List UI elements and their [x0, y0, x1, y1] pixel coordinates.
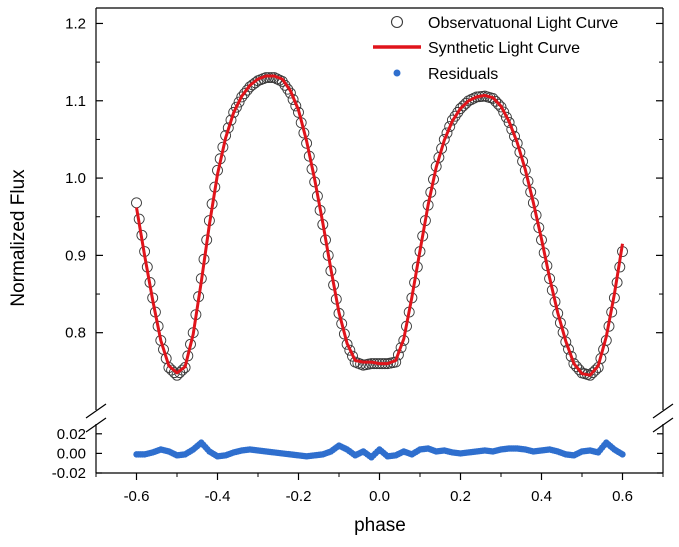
legend-synthetic-label: Synthetic Light Curve [428, 40, 580, 57]
main-y-tick-label: 0.9 [65, 247, 86, 264]
observational-point [344, 344, 356, 356]
observational-point [284, 87, 296, 99]
observational-point [492, 98, 504, 110]
residual-series [133, 439, 626, 461]
residual-point [619, 451, 626, 458]
observational-point [444, 121, 456, 132]
legend-observational-marker [390, 15, 404, 29]
observational-point [176, 364, 188, 376]
observational-point [446, 114, 458, 126]
x-ticks: -0.6 -0.4 -0.2 0.0 0.2 0.4 0.6 [95, 473, 664, 505]
observational-point [571, 361, 583, 373]
observational-point [239, 88, 250, 100]
observational-point [282, 83, 294, 95]
observational-point [495, 101, 507, 113]
observational-point [500, 111, 512, 123]
observational-point [565, 350, 577, 362]
observational-point [441, 127, 453, 139]
legend-observational-label: Observatuonal Light Curve [428, 15, 618, 32]
observational-point [228, 106, 240, 118]
axis-break-gap [86, 411, 106, 424]
main-y-tick-label: 1.2 [65, 15, 86, 32]
observational-point [236, 91, 248, 103]
observational-point [590, 364, 601, 376]
observational-point [573, 364, 585, 376]
observational-point [279, 79, 291, 91]
main-plot-area: 0.8 0.9 1.0 1.1 1.2 [65, 7, 664, 410]
observational-point [503, 116, 515, 128]
main-y-tick-label: 1.0 [65, 170, 86, 187]
residual-y-tick-label: 0.02 [57, 426, 86, 443]
x-tick-label: -0.4 [205, 488, 231, 505]
main-y-ticks: 0.8 0.9 1.0 1.1 1.2 [65, 15, 663, 342]
y-axis-title: Normalized Flux [8, 169, 29, 307]
x-tick-label: 0.0 [369, 488, 390, 505]
x-tick-label: 0.4 [531, 488, 552, 505]
x-tick-label: 0.2 [450, 488, 471, 505]
residual-y-ticks: 0.02 0.00 -0.02 [52, 426, 663, 482]
legend: Observatuonal Light Curve Synthetic Ligh… [373, 15, 618, 83]
x-axis-title: phase [354, 515, 406, 536]
axis-break-mark-left-top [85, 403, 107, 419]
x-tick-label: -0.2 [286, 488, 312, 505]
observational-point [563, 343, 574, 355]
observational-point [230, 101, 242, 113]
legend-residuals-marker [393, 69, 401, 77]
observational-point [509, 130, 520, 142]
synthetic-series-line [135, 74, 624, 377]
x-tick-label: 0.6 [612, 488, 633, 505]
observational-point [460, 97, 472, 109]
legend-residuals-label: Residuals [428, 66, 498, 83]
axis-break-gap-right [653, 411, 673, 424]
observational-point [568, 358, 580, 370]
observational-point [347, 350, 358, 362]
residual-y-tick-label: -0.02 [52, 465, 86, 482]
observational-point [247, 79, 259, 91]
observational-point [233, 96, 245, 108]
axis-break-mark-right-top [652, 403, 674, 419]
observational-point [498, 106, 510, 118]
main-y-tick-label: 0.8 [65, 325, 86, 342]
observational-point [452, 106, 464, 118]
observational-point [276, 75, 288, 87]
observational-point [449, 110, 461, 122]
main-y-tick-label: 1.1 [65, 93, 86, 110]
observational-point [244, 81, 256, 93]
observational-point [506, 123, 518, 135]
axis-break [85, 403, 674, 433]
residual-y-tick-label: 0.00 [57, 445, 86, 462]
x-tick-label: -0.6 [124, 488, 150, 505]
residual-plot-area: 0.02 0.00 -0.02 [52, 424, 664, 482]
